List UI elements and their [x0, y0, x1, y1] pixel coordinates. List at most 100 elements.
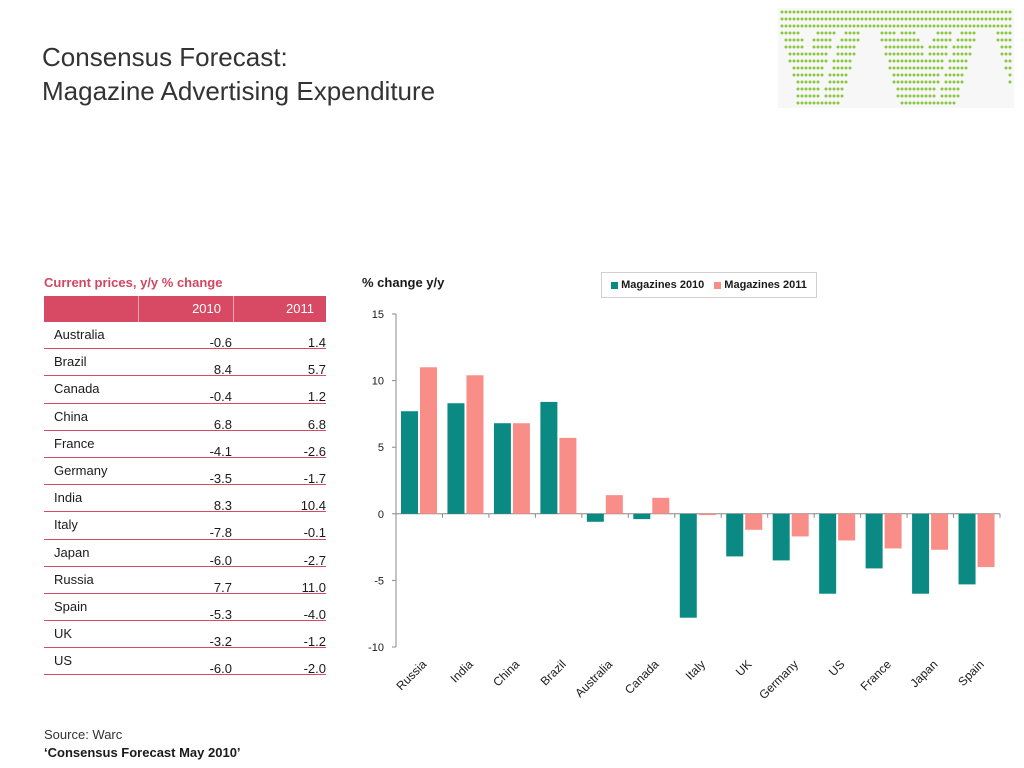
country-cell: Italy: [54, 517, 78, 533]
header-cell-2010: 2010: [139, 296, 234, 322]
table-row: Canada -0.4 1.2: [44, 376, 326, 405]
country-cell: Russia: [54, 571, 94, 587]
value-2010-cell: -3.5: [209, 470, 232, 486]
y-tick-label: 5: [378, 442, 384, 454]
source-title: ‘Consensus Forecast May 2010’: [44, 745, 241, 760]
bar-2010: [819, 513, 837, 594]
country-cell: Spain: [54, 598, 88, 614]
legend-swatch-2010: [611, 281, 619, 289]
country-cell: China: [54, 408, 88, 424]
table-row: Italy -7.8 -0.1: [44, 512, 326, 541]
country-cell: Brazil: [54, 354, 87, 370]
table-row: Germany -3.5 -1.7: [44, 458, 326, 486]
table-row: UK -3.2 -1.2: [44, 621, 326, 650]
chart-title: % change y/y: [362, 275, 445, 290]
bar-2010: [401, 411, 418, 514]
legend-label-2010: Magazines 2010: [621, 279, 705, 291]
value-2010-cell: -0.4: [209, 389, 232, 405]
value-2010-cell: 6.8: [213, 416, 232, 432]
y-tick-label: -5: [374, 575, 384, 587]
legend-label-2011: Magazines 2011: [724, 279, 807, 291]
bar-2010: [912, 513, 930, 594]
value-2011-cell: -1.7: [303, 470, 326, 486]
value-2010-cell: 8.3: [213, 498, 232, 514]
bar-2011: [931, 513, 949, 550]
value-2011-cell: 1.2: [307, 389, 326, 405]
x-category-label: Japan: [907, 657, 940, 690]
table-row: India 8.3 10.4: [44, 485, 326, 514]
bar-2011: [791, 513, 809, 537]
value-2010-cell: -5.3: [209, 606, 232, 622]
table-row: Brazil 8.4 5.7: [44, 349, 326, 378]
value-2011-cell: 1.4: [307, 335, 326, 350]
country-cell: Canada: [54, 381, 100, 397]
country-cell: Japan: [54, 544, 90, 560]
table-row: Spain -5.3 -4.0: [44, 594, 326, 622]
table-row: US -6.0 -2.0: [44, 648, 326, 677]
value-2010-cell: -7.8: [209, 525, 232, 541]
data-table: 2010 2011 Australia -0.6 1.4 Brazil 8.4 5.7 Ca…: [44, 296, 326, 677]
country-cell: US: [54, 653, 73, 669]
value-2011-cell: -1.2: [303, 634, 326, 650]
value-2010-cell: -4.1: [209, 443, 232, 459]
y-tick-label: 15: [372, 309, 384, 321]
x-category-label: US: [826, 657, 848, 679]
x-category-label: Canada: [622, 657, 662, 697]
bar-2011: [605, 495, 623, 514]
x-category-label: Spain: [955, 657, 987, 689]
x-category-label: Russia: [394, 657, 430, 693]
header-cell-2011: 2011: [286, 301, 314, 316]
value-2011-cell: 10.4: [300, 498, 326, 514]
x-category-label: China: [490, 657, 522, 689]
bar-2010: [447, 403, 465, 514]
x-category-label: India: [448, 657, 477, 686]
bar-2010: [679, 513, 697, 618]
legend-item-2010: Magazines 2010: [611, 279, 704, 291]
legend-item-2011: Magazines 2011: [714, 279, 807, 291]
x-category-label: Brazil: [538, 657, 569, 688]
country-cell: Germany: [54, 462, 108, 478]
bar-2011: [884, 513, 902, 549]
table-row: China 6.8 6.8: [44, 404, 326, 432]
bar-2011: [559, 437, 577, 514]
value-2010-cell: -6.0: [209, 552, 232, 568]
bar-2011: [420, 367, 437, 514]
table-row: France -4.1 -2.6: [44, 431, 326, 459]
country-cell: UK: [54, 626, 73, 642]
bar-2011: [466, 375, 484, 514]
bar-2010: [865, 513, 883, 569]
bar-2011: [512, 423, 530, 514]
title-line-1: Consensus Forecast:: [42, 42, 288, 72]
value-2011-cell: -4.0: [303, 606, 326, 622]
bar-2010: [633, 513, 651, 520]
value-2011-cell: -2.0: [303, 661, 326, 677]
x-category-label: Italy: [683, 657, 708, 682]
table-row: Japan -6.0 -2.7: [44, 540, 326, 568]
table-row: Russia 7.7 11.0: [44, 567, 326, 595]
value-2010-cell: -6.0: [209, 661, 232, 677]
bar-2010: [772, 513, 790, 561]
x-category-label: Australia: [572, 657, 615, 700]
value-2010-cell: 8.4: [213, 362, 232, 378]
x-category-label: UK: [733, 657, 755, 679]
value-2011-cell: -2.7: [303, 552, 326, 568]
country-cell: France: [54, 435, 95, 451]
bar-2010: [586, 513, 604, 522]
chart-legend: Magazines 2010 Magazines 2011: [601, 272, 817, 298]
country-cell: India: [54, 490, 83, 506]
title-line-2: Magazine Advertising Expenditure: [42, 76, 436, 106]
y-tick-label: 0: [378, 509, 384, 521]
table-caption: Current prices, y/y % change: [44, 275, 223, 290]
value-2011-cell: 11.0: [301, 579, 326, 595]
country-cell: Australia: [54, 327, 105, 342]
bar-2011: [698, 513, 716, 516]
x-category-label: France: [858, 657, 895, 694]
wv-logo-icon: [778, 8, 1014, 108]
header-cell-country: [44, 296, 139, 322]
value-2011-cell: 6.8: [307, 416, 326, 432]
legend-swatch-2011: [714, 281, 722, 289]
bar-2011: [977, 513, 995, 568]
value-2010-cell: -3.2: [209, 634, 232, 650]
bar-2010: [540, 401, 558, 514]
